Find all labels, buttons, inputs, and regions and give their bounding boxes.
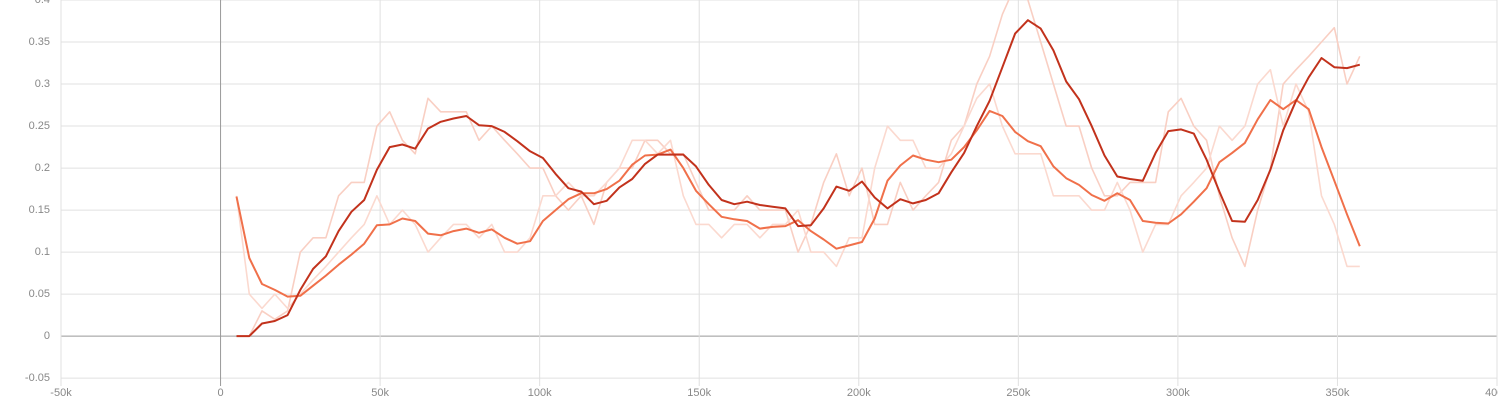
y-tick-label: 0.2 [35, 162, 50, 174]
line [235, 99, 1361, 298]
y-tick-label: 0.25 [29, 120, 50, 132]
y-tick-label: 0.1 [35, 246, 50, 258]
y-tick-label: 0 [44, 330, 50, 342]
y-tick-label: 0.3 [35, 78, 50, 90]
x-tick-label: 350k [1326, 387, 1350, 399]
y-tick-label: 0.05 [29, 288, 50, 300]
line [236, 19, 1361, 338]
y-tick-label: 0.4 [35, 0, 50, 6]
y-tick-label: 0.35 [29, 36, 50, 48]
y-tick-label: -0.05 [25, 372, 50, 384]
x-tick-label: 200k [847, 387, 871, 399]
x-tick-label: 300k [1166, 387, 1190, 399]
line [235, 68, 1360, 310]
x-tick-label: 250k [1006, 387, 1030, 399]
line [236, 0, 1361, 337]
x-tick-label: 0 [217, 387, 223, 399]
x-tick-label: 400k [1485, 387, 1498, 399]
x-tick-label: -50k [50, 387, 72, 399]
x-tick-label: 150k [687, 387, 711, 399]
y-tick-label: 0.15 [29, 204, 50, 216]
plot-area [235, 0, 1361, 338]
x-tick-label: 50k [371, 387, 389, 399]
x-tick-label: 100k [528, 387, 552, 399]
